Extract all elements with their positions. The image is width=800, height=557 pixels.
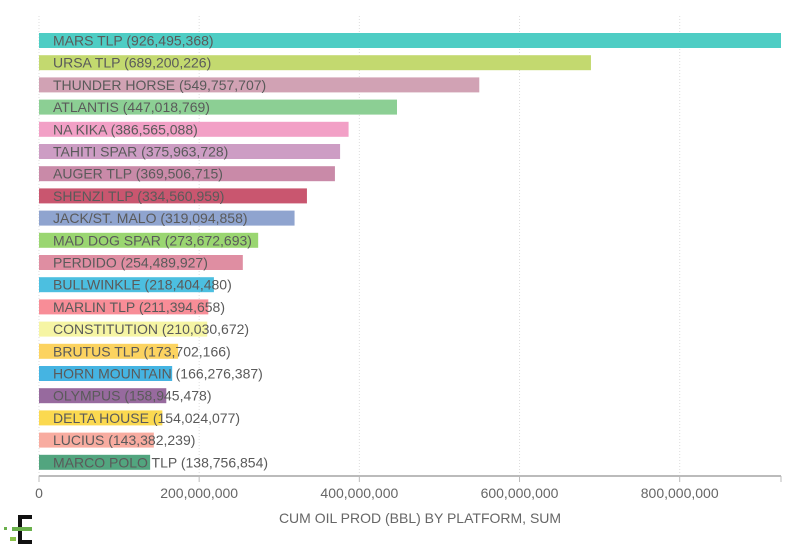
bar-label: MARLIN TLP (211,394,658)	[53, 299, 225, 315]
x-tick-label: 200,000,000	[160, 485, 238, 501]
bar[interactable]	[39, 277, 214, 293]
x-tick-label: 800,000,000	[641, 485, 719, 501]
bar[interactable]	[39, 188, 307, 204]
bar[interactable]	[39, 388, 167, 404]
bar-label: ATLANTIS (447,018,769)	[53, 99, 210, 115]
bar[interactable]	[39, 432, 154, 448]
bar-label: DELTA HOUSE (154,024,077)	[53, 410, 240, 426]
bar[interactable]	[39, 121, 349, 137]
bar-label: MARCO POLO TLP (138,756,854)	[53, 454, 268, 470]
bar-label: BULLWINKLE (218,404,480)	[53, 277, 232, 293]
x-tick-label: 0	[35, 485, 43, 501]
bar[interactable]	[39, 144, 341, 159]
bar[interactable]	[39, 410, 163, 426]
x-tick-label: 400,000,000	[320, 485, 398, 501]
bar[interactable]	[39, 255, 243, 270]
bar-label: BRUTUS TLP (173,702,166)	[53, 343, 231, 359]
bar-label: LUCIUS (143,382,239)	[53, 432, 195, 448]
bar[interactable]	[39, 77, 480, 93]
bar-label: AUGER TLP (369,506,715)	[53, 166, 223, 182]
bar[interactable]	[39, 321, 208, 337]
x-axis: 0 200,000,000 400,000,000 600,000,000 800,00…	[35, 475, 782, 501]
bar-label: MARS TLP (926,495,368)	[53, 33, 214, 49]
bar-label: URSA TLP (689,200,226)	[53, 55, 211, 71]
logo-icon	[4, 515, 32, 544]
bar-label: PERDIDO (254,489,927)	[53, 255, 208, 271]
bar[interactable]	[39, 33, 781, 48]
bar-label: THUNDER HORSE (549,757,707)	[53, 77, 266, 93]
bar[interactable]	[39, 343, 179, 359]
bar-label: JACK/ST. MALO (319,094,858)	[53, 210, 248, 226]
x-axis-label: CUM OIL PROD (BBL) BY PLATFORM, SUM	[279, 510, 561, 526]
bar-label: MAD DOG SPAR (273,672,693)	[53, 232, 252, 248]
bar[interactable]	[39, 55, 591, 71]
bar-label: TAHITI SPAR (375,963,728)	[53, 144, 228, 160]
bar-label: OLYMPUS (158,945,478)	[53, 388, 212, 404]
bar[interactable]	[39, 166, 335, 182]
bar-label: NA KIKA (386,565,088)	[53, 121, 198, 137]
bar[interactable]	[39, 99, 398, 115]
bar[interactable]	[39, 210, 295, 226]
bar[interactable]	[39, 454, 151, 470]
x-tick-label: 600,000,000	[481, 485, 559, 501]
bars: MARS TLP (926,495,368) URSA TLP (689,200,…	[39, 33, 781, 470]
bar-label: CONSTITUTION (210,030,672)	[53, 321, 249, 337]
bar[interactable]	[39, 366, 173, 381]
bar[interactable]	[39, 299, 209, 315]
bar-label: SHENZI TLP (334,560,959)	[53, 188, 224, 204]
bar[interactable]	[39, 232, 259, 248]
bar-label: HORN MOUNTAIN (166,276,387)	[53, 366, 263, 382]
